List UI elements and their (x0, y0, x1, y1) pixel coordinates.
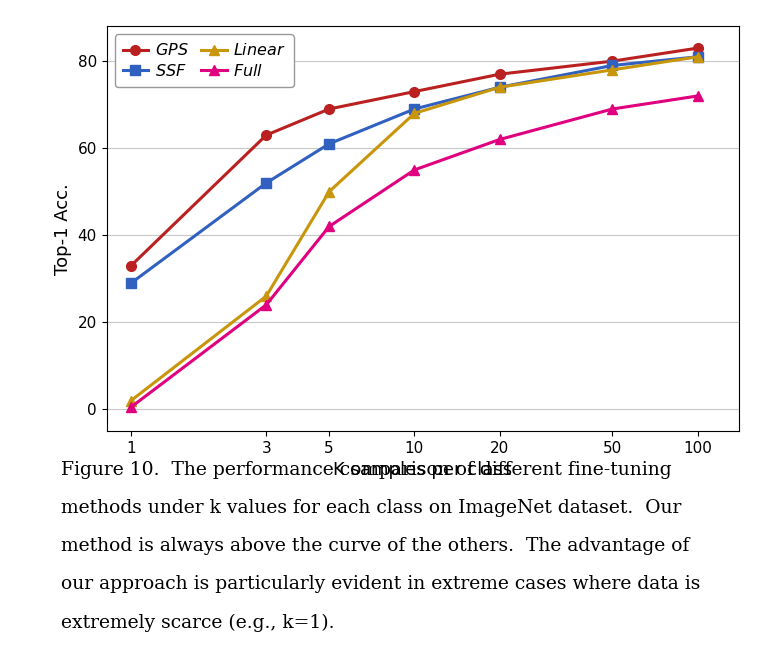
Line: GPS: GPS (126, 43, 703, 270)
Linear (410, 109, 419, 117)
Y-axis label: Top-1 Acc.: Top-1 Acc. (54, 183, 72, 274)
Full (126, 403, 136, 411)
Full (325, 222, 334, 230)
GPS (693, 44, 703, 52)
Line: SSF: SSF (126, 52, 703, 288)
Linear (325, 188, 334, 195)
SSF (261, 179, 271, 187)
Text: Figure 10.  The performance comparison of different fine-tuning: Figure 10. The performance comparison of… (61, 461, 671, 478)
SSF (410, 105, 419, 113)
SSF (495, 84, 504, 91)
Linear (495, 84, 504, 91)
Linear (261, 292, 271, 300)
Full (608, 105, 617, 113)
Text: our approach is particularly evident in extreme cases where data is: our approach is particularly evident in … (61, 575, 700, 593)
Linear (126, 397, 136, 405)
Full (261, 301, 271, 309)
GPS (126, 262, 136, 270)
Full (410, 166, 419, 174)
SSF (693, 53, 703, 61)
GPS (410, 88, 419, 95)
SSF (126, 279, 136, 287)
Legend: $\it{GPS}$, $\it{SSF}$, $\it{Linear}$, $\it{Full}$: $\it{GPS}$, $\it{SSF}$, $\it{Linear}$, $… (114, 34, 293, 87)
Text: extremely scarce (e.g., k=1).: extremely scarce (e.g., k=1). (61, 613, 335, 632)
Text: methods under k values for each class on ImageNet dataset.  Our: methods under k values for each class on… (61, 499, 681, 517)
Line: Full: Full (126, 91, 703, 412)
GPS (495, 70, 504, 78)
SSF (325, 140, 334, 148)
Full (693, 92, 703, 100)
Full (495, 136, 504, 143)
Line: Linear: Linear (126, 52, 703, 405)
Linear (608, 66, 617, 74)
Text: method is always above the curve of the others.  The advantage of: method is always above the curve of the … (61, 537, 690, 555)
GPS (261, 131, 271, 139)
SSF (608, 62, 617, 70)
X-axis label: K samples per class: K samples per class (333, 461, 513, 479)
GPS (325, 105, 334, 113)
Linear (693, 53, 703, 61)
GPS (608, 57, 617, 65)
